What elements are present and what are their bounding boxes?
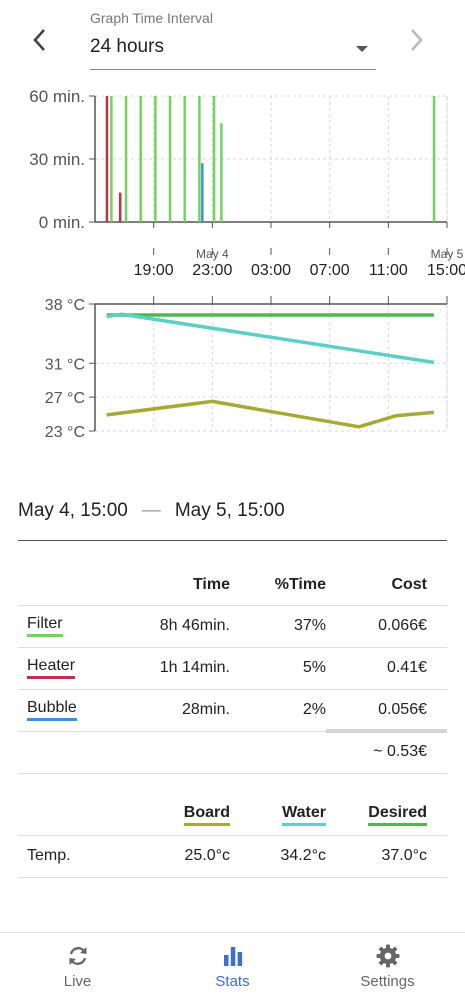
- usage-bar: [198, 96, 201, 222]
- filter-cost: 0.066€: [326, 605, 447, 648]
- cost-sum-divider: [326, 728, 447, 733]
- stats-row-bubble: Bubble 28min. 2% 0.056€: [18, 689, 447, 733]
- nav-settings[interactable]: Settings: [310, 933, 465, 1000]
- pct-time-header: %Time: [230, 565, 326, 606]
- bubble-label: Bubble: [27, 699, 77, 721]
- temp-name-header: [18, 795, 123, 836]
- caret-down-icon[interactable]: [356, 46, 368, 52]
- nav-stats-label: Stats: [215, 973, 250, 990]
- usage-date-marker: May 5: [431, 247, 464, 261]
- refresh-icon: [69, 947, 86, 965]
- chevron-left-icon: [33, 29, 45, 51]
- next-interval-button[interactable]: [400, 24, 432, 56]
- range-dash: —: [141, 500, 161, 521]
- usage-x-tick-label: 23:00: [192, 262, 232, 279]
- usage-date-marker: May 4: [196, 247, 229, 261]
- filter-pct: 37%: [230, 605, 326, 648]
- water-temp: 34.2°c: [230, 835, 326, 878]
- desired-header: Desired: [368, 804, 427, 826]
- usage-bar: [212, 96, 216, 222]
- range-from: May 4, 15:00: [18, 500, 128, 521]
- chevron-right-icon: [411, 29, 423, 51]
- filter-label: Filter: [27, 615, 63, 637]
- bottom-navigation: Live Stats Settings: [0, 932, 465, 1000]
- usage-bar: [168, 96, 172, 222]
- usage-bar: [201, 163, 204, 222]
- temp-series-line: [106, 312, 435, 365]
- usage-stats-table: Time %Time Cost Filter 8h 46min. 37% 0.0…: [18, 565, 447, 774]
- gear-icon: [376, 944, 399, 968]
- usage-bar: [183, 96, 186, 222]
- nav-stats[interactable]: Stats: [155, 933, 310, 1000]
- usage-y-tick-label: 0 min.: [39, 213, 85, 232]
- usage-bar: [154, 96, 157, 222]
- usage-y-tick-label: 60 min.: [29, 90, 85, 106]
- usage-bar: [432, 96, 436, 222]
- usage-bar: [139, 96, 142, 222]
- usage-x-tick-label: 07:00: [310, 262, 350, 279]
- temp-y-tick-label: 27 °C: [45, 390, 85, 407]
- temp-series-line: [106, 399, 434, 429]
- usage-bar: [124, 96, 128, 222]
- usage-bar: [118, 192, 122, 222]
- usage-chart: 60 min. 30 min. 0 min. 19:00 23:00 03:00 07:0…: [29, 90, 465, 279]
- temp-row: Temp. 25.0°c 34.2°c 37.0°c: [18, 835, 447, 878]
- heater-label: Heater: [27, 657, 76, 679]
- temp-y-tick-label: 23 °C: [45, 424, 85, 441]
- bubble-pct: 2%: [230, 689, 326, 732]
- time-header: Time: [123, 565, 230, 606]
- select-value[interactable]: 24 hours: [90, 36, 164, 57]
- stats-total-row: ~ 0.53€: [18, 731, 447, 774]
- usage-bar: [105, 96, 109, 222]
- usage-bar: [110, 96, 113, 222]
- bubble-cost: 0.056€: [378, 701, 427, 718]
- stats-name-header: [18, 565, 123, 606]
- temp-header-row: Board Water Desired: [18, 795, 447, 836]
- water-header: Water: [282, 804, 326, 826]
- total-cost: ~ 0.53€: [326, 731, 447, 774]
- nav-live-label: Live: [63, 973, 92, 990]
- select-label: Graph Time Interval: [90, 10, 213, 26]
- bubble-time: 28min.: [123, 689, 230, 732]
- usage-y-tick-label: 30 min.: [29, 150, 85, 169]
- nav-settings-label: Settings: [360, 973, 415, 990]
- heater-cost: 0.41€: [326, 647, 447, 690]
- board-header: Board: [183, 804, 230, 826]
- temp-y-tick-label: 38 °C: [45, 297, 85, 314]
- stats-row-heater: Heater 1h 14min. 5% 0.41€: [18, 647, 447, 690]
- board-temp: 25.0°c: [123, 835, 230, 878]
- filter-time: 8h 46min.: [123, 605, 230, 648]
- cost-header: Cost: [326, 565, 447, 606]
- interval-header: Graph Time Interval 24 hours: [0, 0, 465, 90]
- temp-row-label: Temp.: [18, 835, 123, 878]
- temp-y-tick-label: 31 °C: [45, 356, 85, 373]
- nav-live[interactable]: Live: [0, 933, 155, 1000]
- usage-x-tick-label: 19:00: [134, 262, 174, 279]
- heater-pct: 5%: [230, 647, 326, 690]
- heater-time: 1h 14min.: [123, 647, 230, 690]
- stats-header-row: Time %Time Cost: [18, 565, 447, 606]
- usage-x-tick-label: 15:00: [427, 262, 465, 279]
- usage-x-tick-label: 03:00: [251, 262, 291, 279]
- date-range: May 4, 15:00 — May 5, 15:00: [18, 500, 447, 541]
- stats-row-filter: Filter 8h 46min. 37% 0.066€: [18, 605, 447, 648]
- usage-x-tick-label: 11:00: [369, 262, 408, 279]
- desired-temp: 37.0°c: [326, 835, 447, 878]
- bar-chart-icon: [223, 947, 242, 966]
- temperature-table: Board Water Desired Temp. 25.0°c 34.2°c …: [18, 795, 447, 878]
- previous-interval-button[interactable]: [24, 24, 56, 56]
- range-to: May 5, 15:00: [174, 500, 285, 521]
- temperature-chart: 38 °C 31 °C 27 °C 23 °C: [45, 296, 448, 441]
- bubble-cost-cell: 0.056€: [326, 689, 447, 733]
- usage-bar: [220, 123, 223, 222]
- graph-time-interval-select[interactable]: Graph Time Interval 24 hours: [90, 8, 376, 70]
